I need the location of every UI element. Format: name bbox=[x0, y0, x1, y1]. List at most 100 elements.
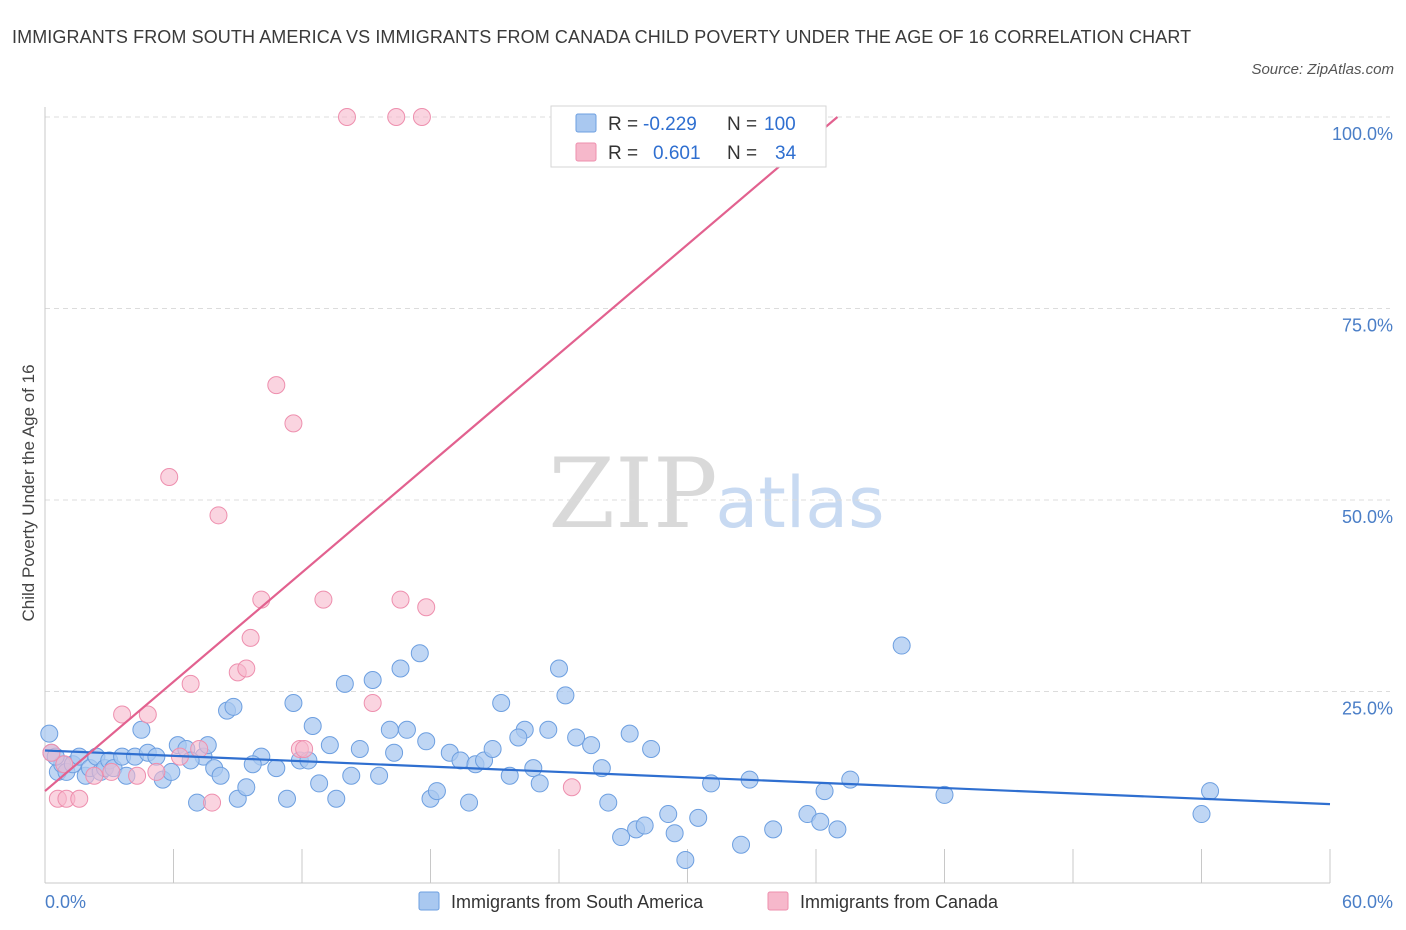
point-canada-0 bbox=[42, 743, 61, 762]
point-south-america-90 bbox=[828, 820, 847, 839]
point-south-america-19 bbox=[147, 747, 166, 766]
point-canada-26 bbox=[363, 693, 382, 712]
point-south-america-75 bbox=[620, 724, 639, 743]
point-south-america-44 bbox=[342, 766, 361, 785]
point-canada-28 bbox=[391, 590, 410, 609]
point-south-america-78 bbox=[642, 739, 661, 758]
x-tick-label-1: 60.0% bbox=[1342, 892, 1393, 912]
point-south-america-62 bbox=[492, 693, 511, 712]
legend-swatch-pink bbox=[575, 142, 597, 162]
point-south-america-55 bbox=[427, 782, 446, 801]
point-south-america-49 bbox=[385, 743, 404, 762]
point-south-america-63 bbox=[500, 766, 519, 785]
point-south-america-40 bbox=[310, 774, 329, 793]
point-canada-24 bbox=[314, 590, 333, 609]
point-south-america-69 bbox=[556, 686, 575, 705]
point-south-america-88 bbox=[811, 812, 830, 831]
point-canada-9 bbox=[147, 762, 166, 781]
chart-title: IMMIGRANTS FROM SOUTH AMERICA VS IMMIGRA… bbox=[12, 27, 1192, 47]
point-canada-29 bbox=[412, 108, 431, 126]
trend-line-south-america bbox=[44, 749, 1331, 806]
y-tick-label-1: 50.0% bbox=[1342, 507, 1393, 527]
point-south-america-84 bbox=[732, 835, 751, 854]
point-canada-23 bbox=[295, 739, 314, 758]
point-canada-19 bbox=[252, 590, 271, 609]
point-south-america-48 bbox=[380, 720, 399, 739]
point-south-america-71 bbox=[582, 736, 601, 755]
point-south-america-45 bbox=[350, 739, 369, 758]
point-south-america-57 bbox=[451, 751, 470, 770]
point-canada-17 bbox=[237, 659, 256, 678]
trend-lines bbox=[44, 116, 1331, 806]
point-south-america-92 bbox=[892, 636, 911, 655]
trend-line-canada bbox=[44, 116, 839, 792]
point-canada-33 bbox=[55, 755, 74, 774]
legend-r-label-2: R = bbox=[608, 143, 638, 164]
point-south-america-91 bbox=[841, 770, 860, 789]
legend-r-value-2: 0.601 bbox=[653, 143, 701, 164]
point-canada-13 bbox=[190, 739, 209, 758]
point-south-america-36 bbox=[284, 693, 303, 712]
point-south-america-53 bbox=[417, 732, 436, 751]
point-south-america-74 bbox=[612, 828, 631, 847]
point-south-america-46 bbox=[363, 671, 382, 690]
point-south-america-82 bbox=[689, 808, 708, 827]
x-tick-labels: 0.0% 60.0% bbox=[45, 892, 1393, 912]
point-south-america-41 bbox=[320, 736, 339, 755]
point-south-america-58 bbox=[460, 793, 479, 812]
point-canada-14 bbox=[203, 793, 222, 812]
legend-box bbox=[550, 105, 827, 168]
y-tick-label-0: 25.0% bbox=[1342, 699, 1393, 719]
point-canada-5 bbox=[102, 762, 121, 781]
bottom-legend-swatch-pink bbox=[767, 891, 789, 911]
point-south-america-95 bbox=[1201, 782, 1220, 801]
point-south-america-43 bbox=[335, 674, 354, 693]
point-south-america-66 bbox=[530, 774, 549, 793]
legend-n-value-2: 34 bbox=[775, 143, 797, 164]
point-south-america-89 bbox=[815, 782, 834, 801]
point-south-america-61 bbox=[483, 739, 502, 758]
point-south-america-34 bbox=[267, 759, 286, 778]
legend-n-label-2: N = bbox=[727, 143, 757, 164]
watermark-atlas: atlas bbox=[715, 462, 884, 544]
legend-n-label-1: N = bbox=[727, 114, 757, 135]
point-south-america-94 bbox=[1192, 805, 1211, 824]
point-canada-30 bbox=[417, 598, 436, 617]
point-canada-10 bbox=[160, 468, 179, 487]
series-south-america-points bbox=[40, 636, 1220, 870]
bottom-legend-label-2: Immigrants from Canada bbox=[800, 892, 999, 912]
point-south-america-30 bbox=[224, 697, 243, 716]
point-south-america-93 bbox=[935, 785, 954, 804]
grid bbox=[45, 116, 1390, 692]
x-tick-label-0: 0.0% bbox=[45, 892, 86, 912]
point-south-america-68 bbox=[550, 659, 568, 678]
point-canada-6 bbox=[113, 705, 132, 724]
point-south-america-32 bbox=[237, 778, 256, 797]
point-south-america-52 bbox=[410, 644, 429, 663]
point-south-america-24 bbox=[188, 793, 207, 812]
point-canada-15 bbox=[209, 506, 228, 525]
legend-r-label-1: R = bbox=[608, 114, 638, 135]
y-tick-label-3: 100.0% bbox=[1332, 124, 1393, 144]
watermark: ZIP atlas bbox=[548, 438, 884, 550]
point-canada-27 bbox=[387, 108, 406, 126]
point-south-america-81 bbox=[676, 851, 695, 870]
bottom-legend-swatch-blue bbox=[418, 891, 440, 911]
legend-n-value-1: 100 bbox=[764, 114, 796, 135]
point-south-america-99 bbox=[509, 728, 528, 747]
point-canada-12 bbox=[181, 674, 200, 693]
y-tick-labels: 25.0% 50.0% 75.0% 100.0% bbox=[1332, 124, 1393, 719]
point-south-america-0 bbox=[40, 724, 59, 743]
bottom-legend-label-1: Immigrants from South America bbox=[451, 892, 704, 912]
y-axis-label: Child Poverty Under the Age of 16 bbox=[19, 364, 38, 621]
point-canada-3 bbox=[70, 789, 89, 808]
series-canada-points bbox=[42, 108, 774, 812]
correlation-legend: R = -0.229 N = 100 R = 0.601 N = 34 bbox=[550, 105, 827, 168]
point-south-america-17 bbox=[132, 720, 151, 739]
point-south-america-21 bbox=[162, 762, 181, 781]
point-south-america-80 bbox=[665, 824, 684, 843]
point-canada-20 bbox=[267, 376, 286, 395]
point-canada-18 bbox=[241, 628, 260, 647]
point-south-america-39 bbox=[303, 716, 322, 735]
